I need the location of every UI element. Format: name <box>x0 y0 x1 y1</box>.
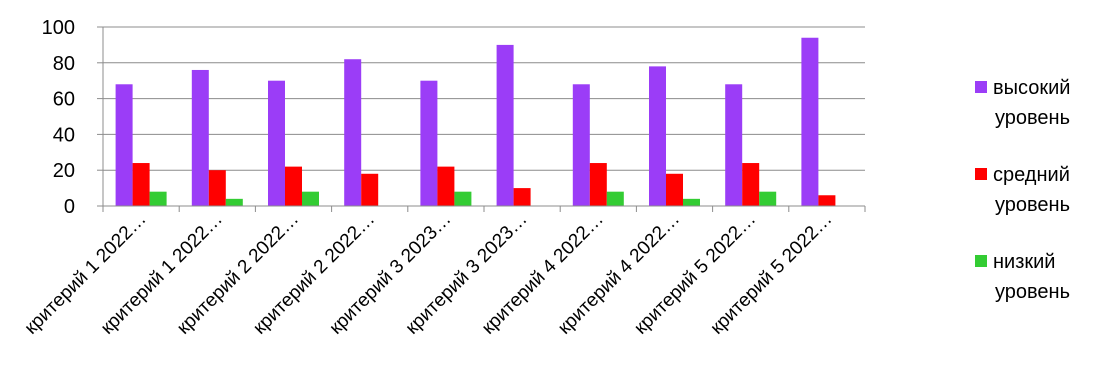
bar-2 <box>437 166 455 206</box>
y-tick-label: 40 <box>53 124 75 146</box>
legend-label: уровень <box>995 194 1070 216</box>
gridlines <box>103 26 865 171</box>
bar-1 <box>725 84 743 206</box>
bar-3 <box>759 191 777 206</box>
bar-1 <box>420 80 438 206</box>
y-tick-label: 0 <box>64 196 75 218</box>
legend-label: средний <box>993 164 1070 186</box>
bar-2 <box>742 163 760 206</box>
y-tick-labels: 0 20 40 60 80 100 <box>42 17 75 218</box>
legend-swatch <box>975 81 987 93</box>
bar-1 <box>649 66 666 206</box>
y-tick-label: 100 <box>42 17 75 39</box>
bar-3 <box>683 198 700 206</box>
bar-2 <box>513 188 531 206</box>
legend-label: низкий <box>993 251 1055 273</box>
y-tick-label: 20 <box>53 160 75 182</box>
legend-label: уровень <box>995 281 1070 303</box>
legend-label: высокий <box>993 77 1070 99</box>
bar-3 <box>302 191 319 206</box>
bar-2 <box>818 195 836 206</box>
y-tick-label: 80 <box>53 53 75 75</box>
legend-label: уровень <box>995 107 1070 129</box>
bar-1 <box>115 84 133 206</box>
y-tick-label: 60 <box>53 89 75 111</box>
bar-3 <box>149 191 167 206</box>
bar-1 <box>572 84 590 206</box>
bar-2 <box>361 173 379 206</box>
axes <box>97 26 866 212</box>
bar-2 <box>208 170 226 206</box>
legend-swatch <box>975 255 987 267</box>
bar-1 <box>191 69 209 207</box>
legend: высокий уровень средний уровень низкий уровен… <box>975 77 1070 303</box>
x-tick-labels: критерий 1 2022…критерий 1 2022…критерий… <box>21 209 837 339</box>
bar-1 <box>344 59 362 206</box>
bar-1 <box>496 44 514 207</box>
bar-1 <box>268 80 285 206</box>
bar-2 <box>285 166 302 206</box>
bar-3 <box>454 191 472 206</box>
legend-swatch <box>975 168 987 180</box>
bar-2 <box>666 173 683 206</box>
bar-1 <box>801 37 819 206</box>
bar-2 <box>132 163 150 206</box>
bars <box>115 37 836 207</box>
bar-3 <box>225 198 243 206</box>
bar-3 <box>606 191 624 206</box>
bar-2 <box>589 163 607 206</box>
